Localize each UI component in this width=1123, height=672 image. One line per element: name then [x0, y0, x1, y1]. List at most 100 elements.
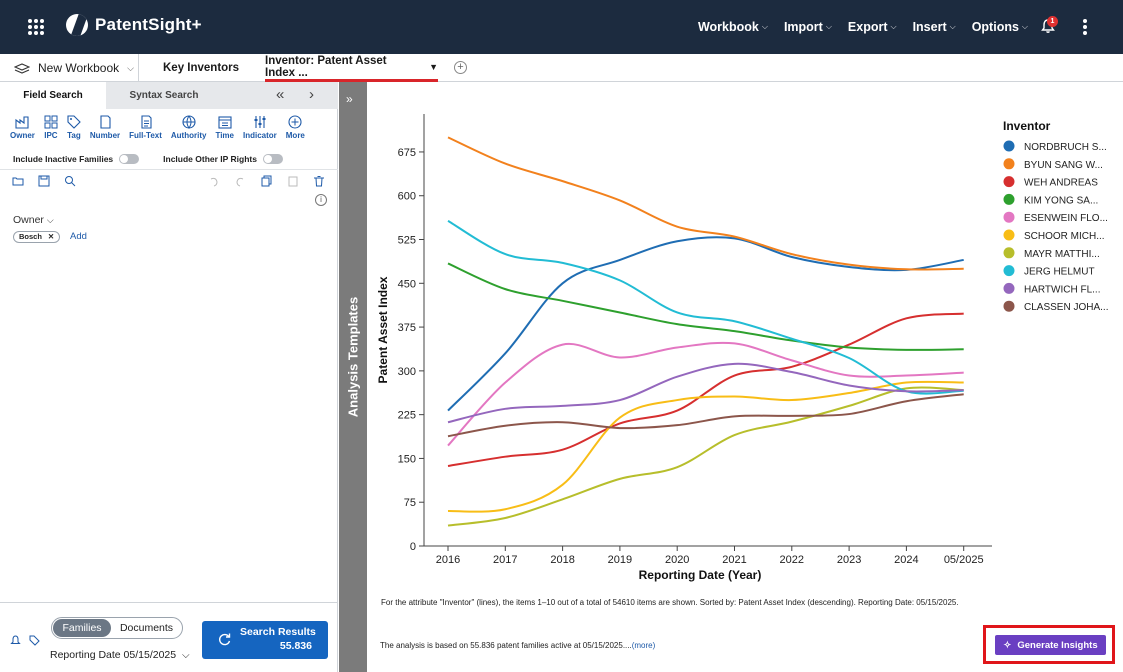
series-line-6: [447, 380, 964, 513]
legend-marker-10: [1003, 300, 1015, 312]
reporting-date-label: Reporting Date: [50, 649, 121, 661]
app-logo[interactable]: PatentSight+: [66, 14, 202, 36]
more-vertical-icon[interactable]: [1083, 19, 1087, 35]
tool-ipc[interactable]: IPC: [44, 115, 58, 145]
reporting-date-selector[interactable]: Reporting Date 05/15/2025 ⌵: [50, 649, 190, 661]
paste-icon[interactable]: [287, 174, 299, 187]
add-tab-icon[interactable]: +: [454, 61, 467, 74]
tool-number[interactable]: Number: [90, 115, 120, 145]
legend-label-2: BYUN SANG W...: [1024, 160, 1103, 171]
redo-icon[interactable]: [234, 174, 246, 187]
tab-key-inventors[interactable]: Key Inventors: [163, 54, 239, 82]
chart-panel: 0 75 150 225 300 375 450 525 600 675 2016 2017 2018 2…: [367, 82, 1123, 672]
menu-workbook[interactable]: Workbook ⌵: [698, 20, 768, 34]
legend-label-9: HARTWICH FL...: [1024, 284, 1100, 295]
series-line-7: [447, 386, 964, 527]
apps-grid-icon[interactable]: [28, 19, 44, 35]
sparkle-icon: ✧: [1003, 639, 1012, 651]
add-owner-link[interactable]: Add: [70, 231, 87, 242]
analysis-templates-label: Analysis Templates: [345, 296, 361, 418]
workbook-name: New Workbook: [38, 61, 120, 75]
tag-icon: [67, 115, 81, 129]
save-icon[interactable]: [38, 174, 50, 187]
tool-full-text[interactable]: Full-Text: [129, 115, 162, 145]
y-tick-label: 600: [398, 191, 416, 203]
workbook-selector[interactable]: New Workbook ⌵: [14, 54, 134, 82]
app-name: PatentSight+: [95, 15, 202, 34]
tool-authority[interactable]: Authority: [171, 115, 206, 145]
folder-open-icon[interactable]: [12, 174, 24, 186]
legend-marker-4: [1003, 193, 1015, 205]
include-inactive-toggle[interactable]: [119, 154, 140, 164]
bell-icon[interactable]: [10, 635, 21, 646]
chevron-down-icon: ⌵: [949, 22, 956, 31]
legend-marker-1: [1003, 140, 1015, 152]
tool-owner[interactable]: Owner: [10, 115, 35, 145]
tool-more[interactable]: More: [286, 115, 305, 145]
copy-icon[interactable]: [261, 174, 273, 187]
search-results-count: 55.836: [279, 640, 312, 652]
owner-chip[interactable]: Bosch ✕: [13, 231, 61, 243]
menu-options[interactable]: Options ⌵: [972, 20, 1028, 34]
x-tick-label: 2021: [722, 554, 746, 566]
caret-down-icon[interactable]: ▼: [429, 61, 438, 72]
x-tick-label: 2023: [837, 554, 861, 566]
tool-time[interactable]: Time: [215, 115, 234, 145]
generate-insights-label: Generate Insights: [1017, 639, 1098, 651]
search-results-label: Search Results: [240, 626, 316, 638]
tab-field-search[interactable]: Field Search: [0, 82, 106, 109]
legend-label-7: MAYR MATTHI...: [1024, 249, 1100, 260]
document-number-icon: [100, 115, 111, 129]
x-tick-label: 05/2025: [944, 554, 984, 566]
owner-chip-label: Bosch: [19, 232, 42, 241]
x-tick-label: 2016: [436, 554, 460, 566]
search-results-button[interactable]: Search Results 55.836: [202, 621, 328, 659]
include-other-label: Include Other IP Rights: [163, 154, 257, 164]
owner-filter-label[interactable]: Owner ⌵: [13, 214, 54, 226]
series-line-1: [447, 236, 964, 412]
tab-label: Inventor: Patent Asset Index ...: [265, 54, 387, 79]
legend-marker-7: [1003, 247, 1015, 259]
families-documents-switch: Families Documents: [51, 617, 183, 639]
tab-syntax-search[interactable]: Syntax Search: [129, 90, 199, 101]
chevron-down-icon: ⌵: [127, 62, 134, 73]
info-icon[interactable]: i: [315, 194, 327, 206]
close-icon[interactable]: ✕: [47, 232, 55, 241]
tool-indicator[interactable]: Indicator: [243, 115, 277, 145]
top-menu: Workbook ⌵ Import ⌵ Export ⌵ Insert ⌵ Option…: [698, 0, 1028, 54]
tool-label: Tag: [67, 131, 81, 140]
chevron-right-icon[interactable]: ›: [309, 86, 314, 103]
plus-circle-icon: [288, 115, 302, 129]
generate-insights-button[interactable]: ✧ Generate Insights: [995, 635, 1106, 655]
chart-footnote: For the attribute "Inventor" (lines), th…: [381, 598, 959, 607]
footer-icons: [10, 635, 40, 646]
menu-import[interactable]: Import ⌵: [784, 20, 832, 34]
tab-inventor-patent-asset-index[interactable]: Inventor: Patent Asset Index ... ▼: [265, 54, 438, 82]
more-link[interactable]: (more): [631, 641, 656, 650]
undo-icon[interactable]: [208, 174, 220, 187]
divider: [138, 54, 139, 82]
families-option[interactable]: Families: [53, 619, 111, 637]
menu-insert[interactable]: Insert ⌵: [913, 20, 956, 34]
trash-icon[interactable]: [313, 174, 325, 187]
chevron-down-icon: ⌵: [46, 215, 54, 225]
menu-options-label: Options: [971, 20, 1019, 34]
search-panel: Field Search Syntax Search « › Owner IPC…: [0, 82, 338, 672]
analysis-basis-note: The analysis is based on 55.836 patent f…: [380, 641, 655, 650]
tag-icon[interactable]: [29, 635, 40, 646]
tool-tag[interactable]: Tag: [67, 115, 81, 145]
double-chevron-right-icon[interactable]: »: [346, 92, 353, 106]
legend-marker-6: [1003, 229, 1015, 241]
include-other-toggle[interactable]: [262, 154, 283, 164]
y-tick-label: 525: [398, 235, 416, 247]
tool-label: Full-Text: [129, 131, 162, 140]
refresh-icon: [219, 633, 231, 646]
double-chevron-left-icon[interactable]: «: [276, 86, 285, 103]
x-axis-title: Reporting Date (Year): [639, 568, 762, 582]
documents-option[interactable]: Documents: [119, 622, 174, 634]
legend-marker-5: [1003, 211, 1015, 223]
divider: [0, 169, 338, 170]
search-zoom-icon[interactable]: [64, 174, 76, 187]
menu-export[interactable]: Export ⌵: [848, 20, 897, 34]
analysis-templates-sidebar[interactable]: » Analysis Templates: [339, 82, 367, 672]
